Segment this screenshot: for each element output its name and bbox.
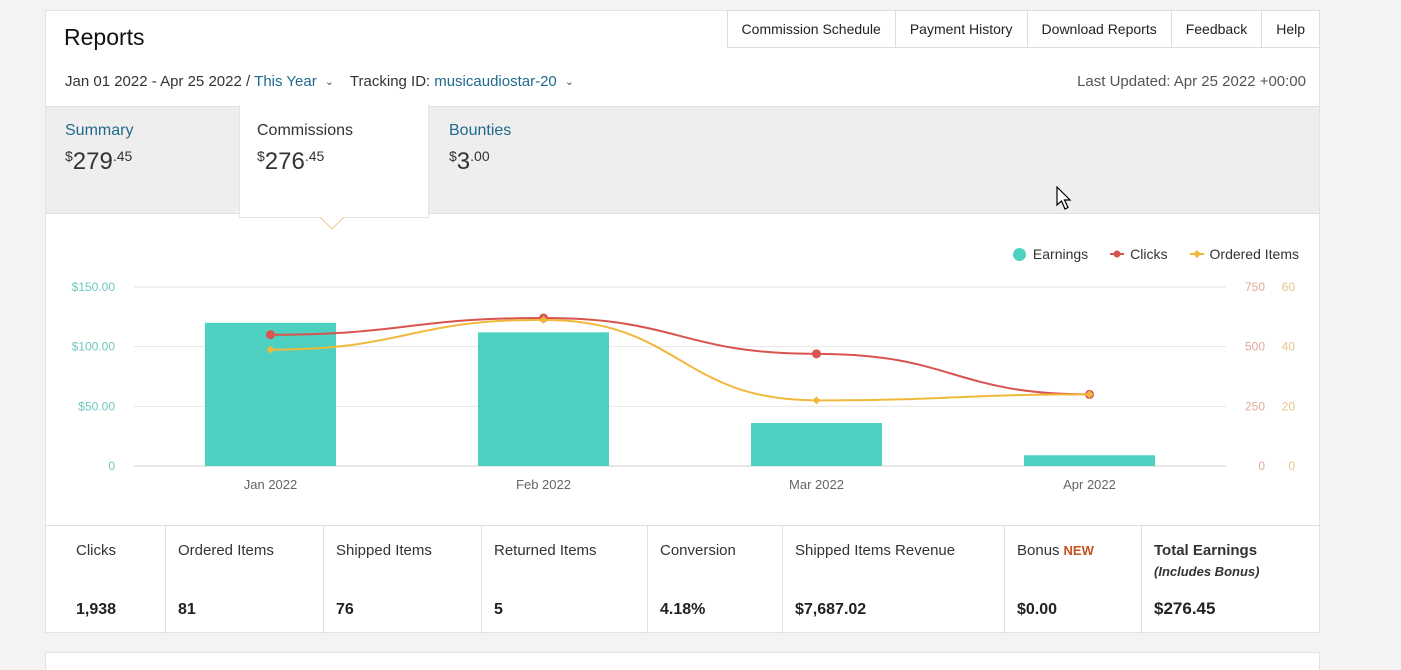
stat-conversion: Conversion 4.18% [647, 526, 782, 633]
stat-returned-items: Returned Items 5 [481, 526, 647, 633]
left-tick-label: 0 [108, 459, 115, 473]
payment-history-link[interactable]: Payment History [894, 11, 1027, 47]
stat-ordered-items: Ordered Items 81 [165, 526, 323, 633]
ordered-items-point [539, 315, 548, 324]
tab-summary-amount: $279.45 [65, 148, 133, 175]
period-dropdown[interactable]: This Year [254, 73, 317, 90]
right-tick-label-clicks: 250 [1245, 399, 1265, 413]
clicks-line [270, 317, 1090, 396]
earnings-tabs: Summary $279.45 Commissions $276.45 Boun… [46, 105, 1319, 218]
earnings-chart: 0 0 0 $50.00 250 20 $100.00 500 40 $150.00 750 60 Ja… [72, 280, 1296, 492]
chevron-down-icon[interactable]: ⌄ [324, 76, 334, 88]
right-tick-label-ordered: 40 [1282, 340, 1296, 354]
ordered-items-point [1085, 390, 1094, 399]
tab-active-panel [239, 105, 429, 218]
legend-clicks[interactable]: Clicks [1110, 246, 1168, 262]
clicks-marker-icon [1110, 250, 1125, 258]
stat-shipped-revenue: Shipped Items Revenue $7,687.02 [782, 526, 1004, 633]
stat-bonus: Bonus NEW $0.00 [1004, 526, 1141, 633]
tab-summary[interactable]: Summary $279.45 [65, 122, 133, 176]
ordered-items-point [266, 345, 275, 354]
legend-ordered-items[interactable]: Ordered Items [1189, 246, 1299, 262]
x-tick-label: Apr 2022 [1063, 477, 1116, 492]
right-tick-label-clicks: 0 [1258, 459, 1265, 473]
left-tick-label: $100.00 [72, 340, 116, 354]
stat-total-earnings: Total Earnings (Includes Bonus) $276.45 [1141, 526, 1319, 633]
ordered-items-point [812, 396, 821, 405]
right-tick-label-clicks: 750 [1245, 280, 1265, 294]
earnings-bar [478, 332, 609, 466]
tab-commissions[interactable]: Commissions $276.45 [257, 122, 353, 176]
earnings-dot-icon [1012, 247, 1026, 261]
tab-commissions-label: Commissions [257, 122, 354, 139]
right-tick-label-ordered: 60 [1282, 280, 1296, 294]
clicks-point [266, 330, 275, 340]
tab-bounties-amount: $3.00 [449, 148, 490, 175]
earnings-bar [205, 322, 336, 466]
left-tick-label: $150.00 [72, 280, 116, 294]
right-tick-label-ordered: 0 [1288, 459, 1295, 473]
filter-row: Jan 01 2022 - Apr 25 2022 / This Year ⌄ … [65, 73, 590, 90]
tab-bounties[interactable]: Bounties $3.00 [449, 122, 511, 176]
ordered-marker-icon [1189, 250, 1204, 258]
download-reports-link[interactable]: Download Reports [1026, 11, 1171, 47]
new-badge: NEW [1063, 543, 1094, 558]
feedback-link[interactable]: Feedback [1170, 11, 1261, 47]
secondary-card [45, 652, 1320, 670]
commission-schedule-link[interactable]: Commission Schedule [741, 21, 881, 37]
help-link[interactable]: Help [1261, 11, 1319, 47]
reports-card: Reports Commission Schedule Payment Hist… [45, 10, 1320, 633]
x-tick-label: Feb 2022 [516, 477, 571, 492]
x-tick-label: Jan 2022 [244, 477, 298, 492]
page-title: Reports [64, 24, 145, 50]
x-tick-label: Mar 2022 [789, 477, 844, 492]
mouse-cursor-icon [1056, 186, 1072, 210]
clicks-point [812, 349, 821, 359]
stat-clicks: Clicks 1,938 [76, 542, 117, 618]
stats-bar: Clicks 1,938 Ordered Items 81 Shipped Item… [46, 525, 1319, 633]
left-tick-label: $50.00 [78, 399, 115, 413]
chart-legend: Earnings Clicks Ordered Items [991, 246, 1299, 262]
last-updated: Last Updated: Apr 25 2022 +00:00 [1077, 73, 1306, 90]
tracking-label: Tracking ID: [349, 73, 431, 90]
earnings-bar [751, 423, 882, 466]
tab-commissions-amount: $276.45 [257, 148, 325, 175]
active-tab-caret-icon [320, 217, 344, 230]
chevron-down-icon[interactable]: ⌄ [564, 76, 574, 88]
ordered-items-line [270, 318, 1090, 402]
date-range: Jan 01 2022 - Apr 25 2022 / [65, 73, 251, 90]
tracking-id-dropdown[interactable]: musicaudiostar-20 [434, 73, 557, 90]
earnings-bar [1024, 455, 1155, 466]
tab-summary-label: Summary [65, 122, 134, 139]
report-nav: Commission Schedule Payment History Down… [726, 10, 1320, 48]
right-tick-label-clicks: 500 [1245, 340, 1265, 354]
stat-shipped-items: Shipped Items 76 [323, 526, 481, 633]
tab-bounties-label: Bounties [449, 122, 512, 139]
legend-earnings[interactable]: Earnings [1012, 246, 1088, 262]
right-tick-label-ordered: 20 [1282, 399, 1296, 413]
